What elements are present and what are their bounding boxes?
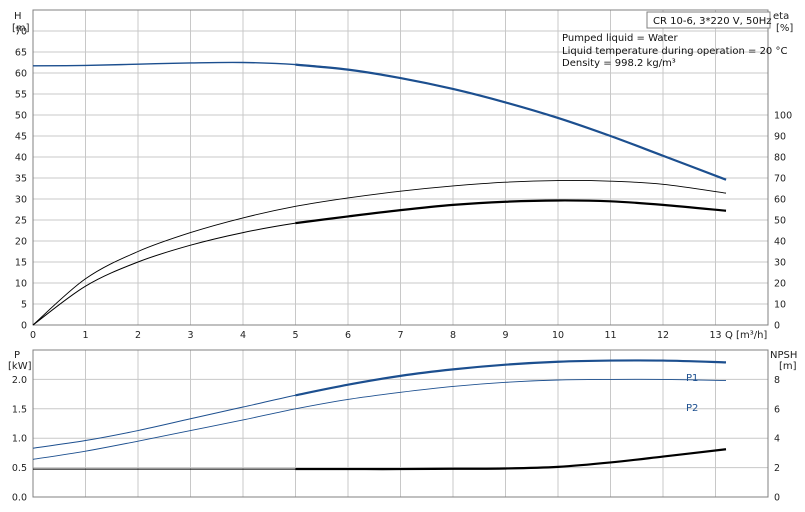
bottom-right-axis-unit: [m] bbox=[779, 361, 797, 372]
x-tick-label: 7 bbox=[397, 330, 403, 341]
right-tick-label: 60 bbox=[774, 195, 786, 206]
left-tick-label: 1.5 bbox=[12, 404, 27, 415]
curve-1-2-operating-range bbox=[295, 448, 727, 471]
right-tick-label: 40 bbox=[774, 237, 786, 248]
left-tick-label: 55 bbox=[15, 90, 27, 101]
right-tick-label: 6 bbox=[774, 404, 780, 415]
left-tick-label: 70 bbox=[15, 27, 27, 38]
top-curves bbox=[32, 61, 727, 326]
bottom-plot-frame bbox=[32, 349, 769, 498]
right-tick-label: 0 bbox=[774, 493, 780, 504]
top-right-axis-label: eta bbox=[773, 11, 789, 22]
x-tick-label: 13 bbox=[709, 330, 721, 341]
x-tick-label: 3 bbox=[187, 330, 193, 341]
note-liquid-temperature: Liquid temperature during operation = 20… bbox=[562, 46, 787, 57]
x-tick-label: 6 bbox=[345, 330, 351, 341]
curve-1-2 bbox=[33, 448, 727, 470]
bottom-right-axis-label: NPSH bbox=[770, 350, 797, 361]
bottom-left-axis-label: P bbox=[14, 350, 20, 361]
series-label-p2: P2 bbox=[686, 403, 698, 414]
top-left-axis-unit: [m] bbox=[12, 23, 30, 34]
bottom-grid bbox=[33, 350, 768, 497]
left-tick-label: 30 bbox=[15, 195, 27, 206]
left-tick-label: 25 bbox=[15, 216, 27, 227]
x-tick-label: 4 bbox=[240, 330, 246, 341]
curve-0-2 bbox=[32, 199, 727, 326]
right-tick-label: 100 bbox=[774, 111, 792, 122]
left-tick-label: 5 bbox=[21, 300, 27, 311]
x-tick-label: 8 bbox=[450, 330, 456, 341]
curve-0-2-operating-range bbox=[295, 199, 727, 225]
x-tick-label: 10 bbox=[552, 330, 564, 341]
curve-0-0-operating-range bbox=[295, 63, 727, 181]
note-pumped-liquid: Pumped liquid = Water bbox=[562, 33, 679, 44]
curve-p1 bbox=[32, 359, 727, 449]
left-tick-label: 0.0 bbox=[12, 493, 27, 504]
top-left-axis-label: H bbox=[14, 11, 22, 22]
right-tick-label: 20 bbox=[774, 279, 786, 290]
x-tick-label: 1 bbox=[82, 330, 88, 341]
bottom-tick-labels: 0.0 0.5 1.0 1.5 2.0 0 2 4 6 8 bbox=[12, 375, 780, 504]
left-tick-label: 1.0 bbox=[12, 434, 27, 445]
right-tick-label: 4 bbox=[774, 434, 780, 445]
bottom-curves bbox=[32, 359, 727, 471]
left-tick-label: 35 bbox=[15, 174, 27, 185]
x-tick-label: 11 bbox=[604, 330, 616, 341]
title-box bbox=[646, 11, 771, 29]
left-tick-label: 50 bbox=[15, 111, 27, 122]
left-tick-label: 60 bbox=[15, 69, 27, 80]
curve-p2 bbox=[32, 378, 727, 460]
x-tick-label: 12 bbox=[657, 330, 669, 341]
left-tick-label: 40 bbox=[15, 153, 27, 164]
top-tick-labels: 0510152025303540455055606570010203040506… bbox=[15, 27, 792, 342]
x-tick-label: 0 bbox=[30, 330, 36, 341]
right-tick-label: 80 bbox=[774, 153, 786, 164]
right-tick-label: 2 bbox=[774, 463, 780, 474]
top-right-axis-unit: [%] bbox=[776, 23, 793, 34]
left-tick-label: 45 bbox=[15, 132, 27, 143]
chart-title: CR 10-6, 3*220 V, 50Hz bbox=[653, 16, 771, 27]
left-tick-label: 10 bbox=[15, 279, 27, 290]
x-tick-label: 9 bbox=[502, 330, 508, 341]
curve-0-1 bbox=[32, 180, 727, 326]
x-tick-label: 5 bbox=[292, 330, 298, 341]
left-tick-label: 2.0 bbox=[12, 375, 27, 386]
note-density: Density = 998.2 kg/m³ bbox=[562, 58, 676, 69]
series-label-p1: P1 bbox=[686, 373, 698, 384]
left-tick-label: 15 bbox=[15, 258, 27, 269]
right-tick-label: 50 bbox=[774, 216, 786, 227]
right-tick-label: 8 bbox=[774, 375, 780, 386]
x-tick-label: 2 bbox=[135, 330, 141, 341]
left-tick-label: 20 bbox=[15, 237, 27, 248]
curve-0-0 bbox=[32, 61, 727, 181]
left-tick-label: 65 bbox=[15, 48, 27, 59]
top-grid bbox=[33, 10, 768, 325]
right-tick-label: 70 bbox=[774, 174, 786, 185]
curve-p1-operating-range bbox=[295, 359, 727, 397]
right-tick-label: 30 bbox=[774, 258, 786, 269]
right-tick-label: 10 bbox=[774, 300, 786, 311]
left-tick-label: 0.5 bbox=[12, 463, 27, 474]
right-tick-label: 0 bbox=[774, 321, 780, 332]
bottom-left-axis-unit: [kW] bbox=[8, 361, 32, 372]
top-plot-frame bbox=[32, 9, 769, 326]
x-axis-label: Q [m³/h] bbox=[725, 330, 767, 341]
left-tick-label: 0 bbox=[21, 321, 27, 332]
right-tick-label: 90 bbox=[774, 132, 786, 143]
